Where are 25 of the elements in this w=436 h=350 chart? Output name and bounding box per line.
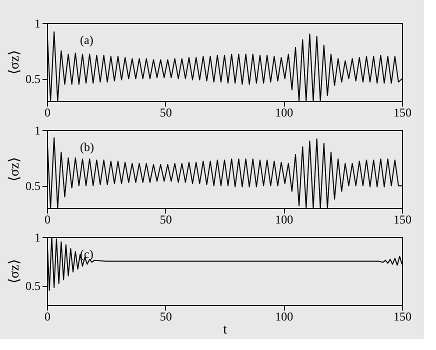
x-tick-label: 150 [394, 106, 412, 120]
x-axis-title: t [223, 322, 228, 338]
x-tick-label: 150 [394, 212, 412, 226]
x-tick-label: 50 [160, 106, 172, 120]
x-tick-label: 150 [394, 310, 412, 324]
x-tick-label: 50 [160, 212, 172, 226]
x-tick-label: 0 [44, 310, 50, 324]
annotation: (a) [80, 33, 94, 47]
y-tick-label: 0.5 [26, 179, 40, 194]
x-tick-label: 100 [275, 212, 294, 226]
y-tick-label: 1 [34, 230, 40, 244]
y-tick-label: 1 [34, 124, 40, 138]
y-tick-label: 0.5 [26, 279, 40, 294]
annotation: (c) [80, 247, 94, 261]
x-tick-label: 0 [44, 106, 50, 120]
x-tick-label: 100 [275, 106, 294, 120]
annotation: (b) [80, 140, 94, 154]
x-tick-label: 0 [44, 212, 50, 226]
y-tick-label: 0.5 [26, 72, 40, 86]
x-tick-label: 50 [160, 310, 172, 324]
y-axis-title: ⟨σz⟩ [8, 260, 22, 284]
y-axis-title: ⟨σz⟩ [8, 158, 22, 182]
y-axis-title: ⟨σz⟩ [8, 50, 22, 74]
x-tick-label: 100 [275, 310, 294, 324]
y-tick-label: 1 [34, 16, 40, 30]
